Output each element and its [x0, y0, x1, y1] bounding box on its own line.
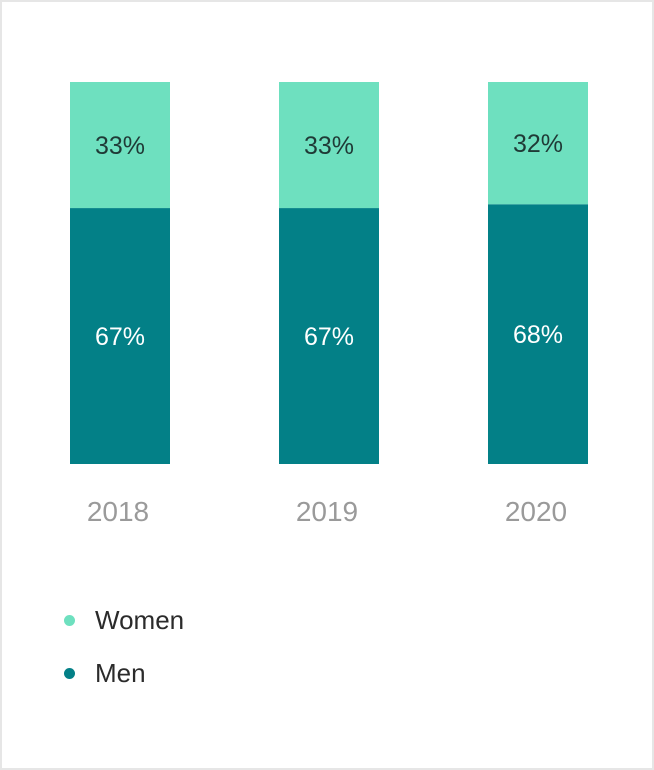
bar-men-2018: [70, 208, 170, 464]
data-label-women-2019: 33%: [304, 132, 354, 160]
bar-women-2020: [488, 82, 588, 205]
data-label-men-2018: 67%: [95, 323, 145, 351]
data-label-women-2020: 32%: [513, 130, 563, 158]
legend-item-men: Men: [64, 651, 184, 695]
data-label-men-2019: 67%: [304, 323, 354, 351]
x-tick-label-2018: 2018: [87, 496, 149, 527]
legend-swatch-women: [64, 614, 75, 626]
legend-item-women: Women: [64, 598, 184, 642]
stacked-bar-chart: 67% 33% 2018 67% 33% 2019 68% 32% 2020: [70, 82, 588, 527]
x-tick-label-2019: 2019: [296, 496, 358, 527]
data-label-men-2020: 68%: [513, 321, 563, 349]
bar-men-2019: [279, 208, 379, 464]
bar-women-2018: [70, 82, 170, 209]
bar-women-2019: [279, 82, 379, 209]
legend-label-women: Women: [95, 604, 185, 635]
x-tick-label-2020: 2020: [505, 496, 567, 527]
legend-swatch-men: [64, 667, 75, 679]
data-label-women-2018: 33%: [95, 132, 145, 160]
bar-men-2020: [488, 204, 588, 465]
legend: Women Men: [64, 598, 184, 704]
legend-label-men: Men: [95, 657, 146, 688]
